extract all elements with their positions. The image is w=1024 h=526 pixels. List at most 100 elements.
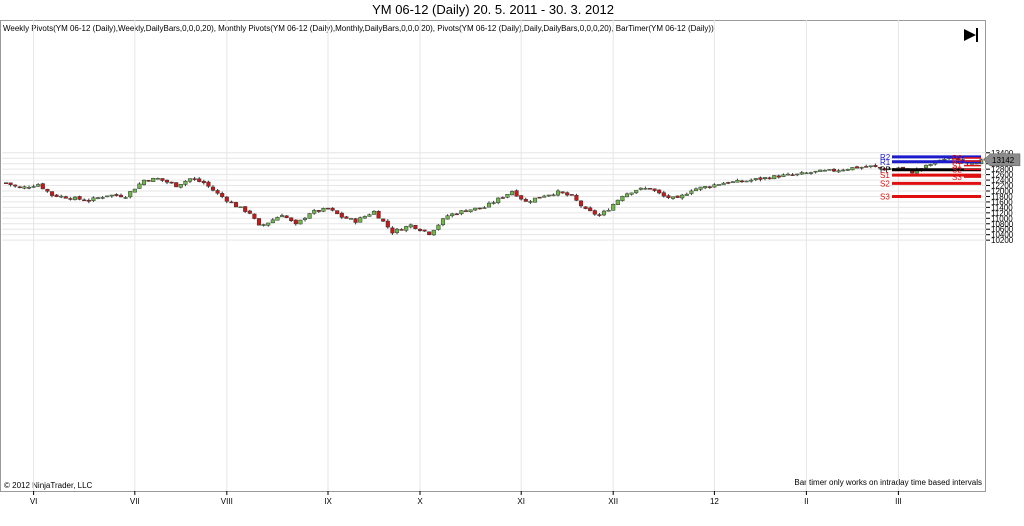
candle-body[interactable] <box>31 186 36 188</box>
candle-body[interactable] <box>178 184 183 188</box>
candle-body[interactable] <box>233 202 239 208</box>
scroll-end-icon[interactable] <box>964 29 976 41</box>
candle-body[interactable] <box>302 217 308 220</box>
candle-body[interactable] <box>247 210 252 214</box>
candle-body[interactable] <box>818 169 823 172</box>
candle-body[interactable] <box>114 194 119 196</box>
candle-body[interactable] <box>560 191 565 194</box>
candle-body[interactable] <box>325 207 331 210</box>
candle-body[interactable] <box>813 170 818 173</box>
candle-body[interactable] <box>3 182 9 184</box>
candle-body[interactable] <box>969 163 975 165</box>
candle-body[interactable] <box>256 218 262 226</box>
candle-body[interactable] <box>555 190 561 196</box>
candle-body[interactable] <box>413 224 418 230</box>
candle-body[interactable] <box>63 196 68 199</box>
candle-body[interactable] <box>270 219 275 224</box>
candle-body[interactable] <box>348 218 354 220</box>
candle-body[interactable] <box>477 207 482 210</box>
candle-body[interactable] <box>82 199 87 202</box>
candle-body[interactable] <box>537 196 542 199</box>
candle-body[interactable] <box>523 199 528 202</box>
candle-body[interactable] <box>542 195 547 198</box>
candle-body[interactable] <box>459 210 464 215</box>
candle-body[interactable] <box>882 168 887 171</box>
candle-body[interactable] <box>592 210 597 215</box>
candle-body[interactable] <box>923 164 929 169</box>
candle-body[interactable] <box>279 215 285 218</box>
candle-body[interactable] <box>128 191 133 198</box>
candle-body[interactable] <box>473 207 478 211</box>
candle-body[interactable] <box>49 191 55 196</box>
candle-body[interactable] <box>335 210 340 215</box>
candle-body[interactable] <box>845 169 850 171</box>
candle-body[interactable] <box>643 188 648 190</box>
candle-body[interactable] <box>339 212 344 218</box>
candle-body[interactable] <box>703 186 708 189</box>
candle-body[interactable] <box>454 213 459 216</box>
candle-body[interactable] <box>956 158 961 160</box>
candle-body[interactable] <box>238 206 243 209</box>
candle-body[interactable] <box>647 188 653 190</box>
candle-body[interactable] <box>795 173 800 176</box>
candle-body[interactable] <box>22 186 27 189</box>
candle-body[interactable] <box>381 218 386 222</box>
candle-body[interactable] <box>680 194 685 199</box>
candle-body[interactable] <box>77 196 82 200</box>
candle-body[interactable] <box>887 168 892 170</box>
candle-body[interactable] <box>224 196 229 202</box>
candle-body[interactable] <box>417 228 423 231</box>
candle-body[interactable] <box>767 177 772 180</box>
candle-body[interactable] <box>206 181 211 187</box>
candle-body[interactable] <box>275 216 280 221</box>
candle-body[interactable] <box>730 181 735 183</box>
candle-body[interactable] <box>799 172 804 175</box>
candle-body[interactable] <box>850 167 855 171</box>
candle-body[interactable] <box>367 214 372 217</box>
candle-body[interactable] <box>739 180 745 183</box>
candle-body[interactable] <box>693 188 699 192</box>
candle-body[interactable] <box>86 199 91 202</box>
candle-body[interactable] <box>321 208 326 212</box>
candle-body[interactable] <box>59 195 64 198</box>
candle-body[interactable] <box>698 186 703 190</box>
candle-body[interactable] <box>187 178 193 182</box>
candle-body[interactable] <box>505 193 510 198</box>
candle-body[interactable] <box>330 207 335 211</box>
candle-body[interactable] <box>371 210 377 215</box>
candle-body[interactable] <box>519 195 524 200</box>
candle-body[interactable] <box>546 194 551 197</box>
candle-body[interactable] <box>873 165 878 168</box>
candle-body[interactable] <box>197 178 202 182</box>
candle-body[interactable] <box>316 210 321 212</box>
candle-body[interactable] <box>141 179 147 185</box>
candle-body[interactable] <box>394 228 400 233</box>
candle-body[interactable] <box>151 177 156 182</box>
candle-body[interactable] <box>192 178 197 180</box>
candle-body[interactable] <box>486 202 492 208</box>
candle-body[interactable] <box>689 190 694 194</box>
candle-body[interactable] <box>827 169 832 171</box>
candle-body[interactable] <box>376 210 381 219</box>
candle-body[interactable] <box>652 188 657 191</box>
candle-body[interactable] <box>831 168 837 172</box>
candle-body[interactable] <box>712 184 717 188</box>
candle-body[interactable] <box>491 202 496 204</box>
candle-body[interactable] <box>634 189 639 194</box>
candle-body[interactable] <box>183 180 188 185</box>
candle-body[interactable] <box>859 166 864 169</box>
candle-body[interactable] <box>790 174 795 176</box>
candle-body[interactable] <box>26 187 32 189</box>
candle-body[interactable] <box>422 229 427 232</box>
candle-body[interactable] <box>574 195 579 201</box>
candle-body[interactable] <box>229 201 234 204</box>
candle-body[interactable] <box>431 229 436 236</box>
candle-body[interactable] <box>408 224 413 228</box>
candle-body[interactable] <box>160 178 165 181</box>
candle-body[interactable] <box>500 197 505 199</box>
candle-body[interactable] <box>399 229 404 231</box>
candle-body[interactable] <box>118 194 124 198</box>
candle-body[interactable] <box>344 216 349 219</box>
candle-body[interactable] <box>201 180 206 184</box>
